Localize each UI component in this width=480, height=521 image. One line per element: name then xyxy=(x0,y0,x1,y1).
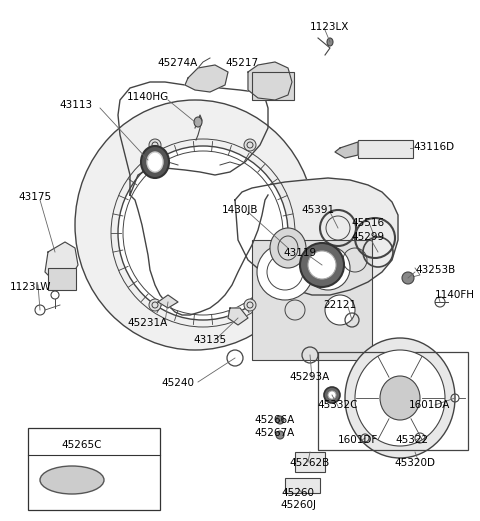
Ellipse shape xyxy=(149,139,161,151)
Ellipse shape xyxy=(276,431,284,439)
Bar xyxy=(318,352,468,450)
Text: 45391: 45391 xyxy=(301,205,335,215)
Text: 45231A: 45231A xyxy=(128,318,168,328)
Text: 45267A: 45267A xyxy=(255,428,295,438)
Text: 1123LX: 1123LX xyxy=(310,22,349,32)
Text: 43253B: 43253B xyxy=(415,265,455,275)
Text: 43113: 43113 xyxy=(60,100,93,110)
Bar xyxy=(295,452,325,472)
Ellipse shape xyxy=(141,146,169,178)
Text: 43116D: 43116D xyxy=(413,142,454,152)
Text: 45293A: 45293A xyxy=(290,372,330,382)
Text: 1140HG: 1140HG xyxy=(127,92,169,102)
Text: 45262B: 45262B xyxy=(290,458,330,468)
Text: 43135: 43135 xyxy=(193,335,227,345)
Ellipse shape xyxy=(147,152,163,172)
Text: 45299: 45299 xyxy=(351,232,384,242)
Ellipse shape xyxy=(324,387,340,403)
Ellipse shape xyxy=(194,117,202,127)
Text: 45322: 45322 xyxy=(396,435,429,445)
Text: 45217: 45217 xyxy=(226,58,259,68)
Polygon shape xyxy=(228,308,248,325)
Ellipse shape xyxy=(118,146,288,320)
Text: 45320D: 45320D xyxy=(395,458,435,468)
Polygon shape xyxy=(248,62,292,100)
Text: 1601DF: 1601DF xyxy=(338,435,378,445)
Ellipse shape xyxy=(380,376,420,420)
Text: 1601DA: 1601DA xyxy=(409,400,451,410)
Ellipse shape xyxy=(308,251,336,279)
Ellipse shape xyxy=(75,100,315,350)
Ellipse shape xyxy=(149,299,161,311)
Polygon shape xyxy=(335,142,358,158)
Bar xyxy=(28,428,160,510)
Ellipse shape xyxy=(327,38,333,46)
Polygon shape xyxy=(158,295,178,308)
Ellipse shape xyxy=(257,244,313,300)
Text: 1140FH: 1140FH xyxy=(435,290,475,300)
Text: 45260: 45260 xyxy=(281,488,314,498)
Text: 45240: 45240 xyxy=(161,378,194,388)
Text: 1123LW: 1123LW xyxy=(10,282,51,292)
Bar xyxy=(48,268,76,290)
Bar xyxy=(358,140,413,158)
Text: 45265C: 45265C xyxy=(62,440,102,450)
Text: 45516: 45516 xyxy=(351,218,384,228)
Ellipse shape xyxy=(270,228,306,268)
Bar xyxy=(252,240,372,360)
Ellipse shape xyxy=(276,416,284,424)
Ellipse shape xyxy=(300,243,344,287)
Text: 43119: 43119 xyxy=(283,248,317,258)
Polygon shape xyxy=(235,178,398,295)
Ellipse shape xyxy=(328,391,336,399)
Text: 22121: 22121 xyxy=(324,300,357,310)
Ellipse shape xyxy=(244,299,256,311)
Ellipse shape xyxy=(40,466,104,494)
Bar xyxy=(285,478,320,493)
Ellipse shape xyxy=(325,295,355,325)
Ellipse shape xyxy=(306,246,350,290)
Ellipse shape xyxy=(345,338,455,458)
Text: 1430JB: 1430JB xyxy=(222,205,258,215)
Polygon shape xyxy=(45,242,78,282)
Polygon shape xyxy=(185,65,228,92)
Ellipse shape xyxy=(355,350,445,446)
Text: 43175: 43175 xyxy=(18,192,51,202)
Ellipse shape xyxy=(244,139,256,151)
Text: 45266A: 45266A xyxy=(255,415,295,425)
Text: 45332C: 45332C xyxy=(318,400,358,410)
Text: 45274A: 45274A xyxy=(158,58,198,68)
Ellipse shape xyxy=(402,272,414,284)
Bar xyxy=(252,72,294,100)
Text: 45260J: 45260J xyxy=(280,500,316,510)
